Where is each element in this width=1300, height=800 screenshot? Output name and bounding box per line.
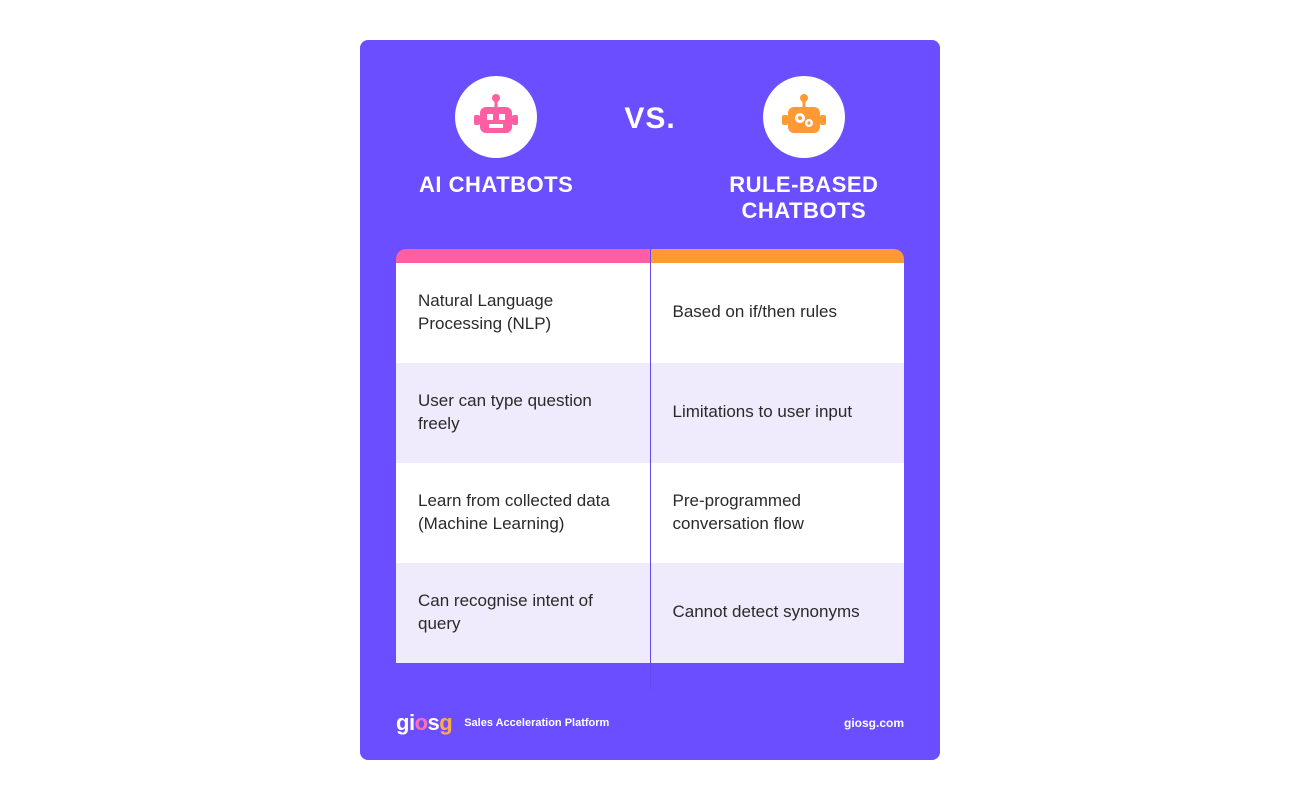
left-column: Natural Language Processing (NLP) User c…: [396, 249, 650, 690]
table-cell: Limitations to user input: [651, 363, 905, 463]
left-accent-bar: [396, 249, 650, 263]
vs-label: VS.: [624, 102, 675, 136]
table-cell: Learn from collected data (Machine Learn…: [396, 463, 650, 563]
ai-robot-icon: [455, 76, 537, 158]
comparison-table: Natural Language Processing (NLP) User c…: [396, 249, 904, 690]
header: AI CHATBOTS VS. RUL: [396, 76, 904, 225]
tagline: Sales Acceleration Platform: [464, 717, 609, 729]
brand-logo: giosg: [396, 710, 452, 736]
table-cell: Can recognise intent of query: [396, 563, 650, 663]
brand-url: giosg.com: [844, 716, 904, 730]
right-column: Based on if/then rules Limitations to us…: [650, 249, 905, 690]
table-cell: Cannot detect synonyms: [651, 563, 905, 663]
infographic-card: AI CHATBOTS VS. RUL: [360, 40, 940, 760]
footer-left: giosg Sales Acceleration Platform: [396, 710, 609, 736]
right-title: RULE-BASED CHATBOTS: [704, 172, 904, 225]
left-column-header: AI CHATBOTS: [396, 76, 596, 198]
table-cell: User can type question freely: [396, 363, 650, 463]
rule-robot-icon: [763, 76, 845, 158]
right-accent-bar: [651, 249, 905, 263]
right-column-header: RULE-BASED CHATBOTS: [704, 76, 904, 225]
table-cell: Based on if/then rules: [651, 263, 905, 363]
table-cell: Pre-programmed conversation flow: [651, 463, 905, 563]
table-cell: Natural Language Processing (NLP): [396, 263, 650, 363]
left-title: AI CHATBOTS: [419, 172, 573, 198]
footer: giosg Sales Acceleration Platform giosg.…: [396, 710, 904, 736]
